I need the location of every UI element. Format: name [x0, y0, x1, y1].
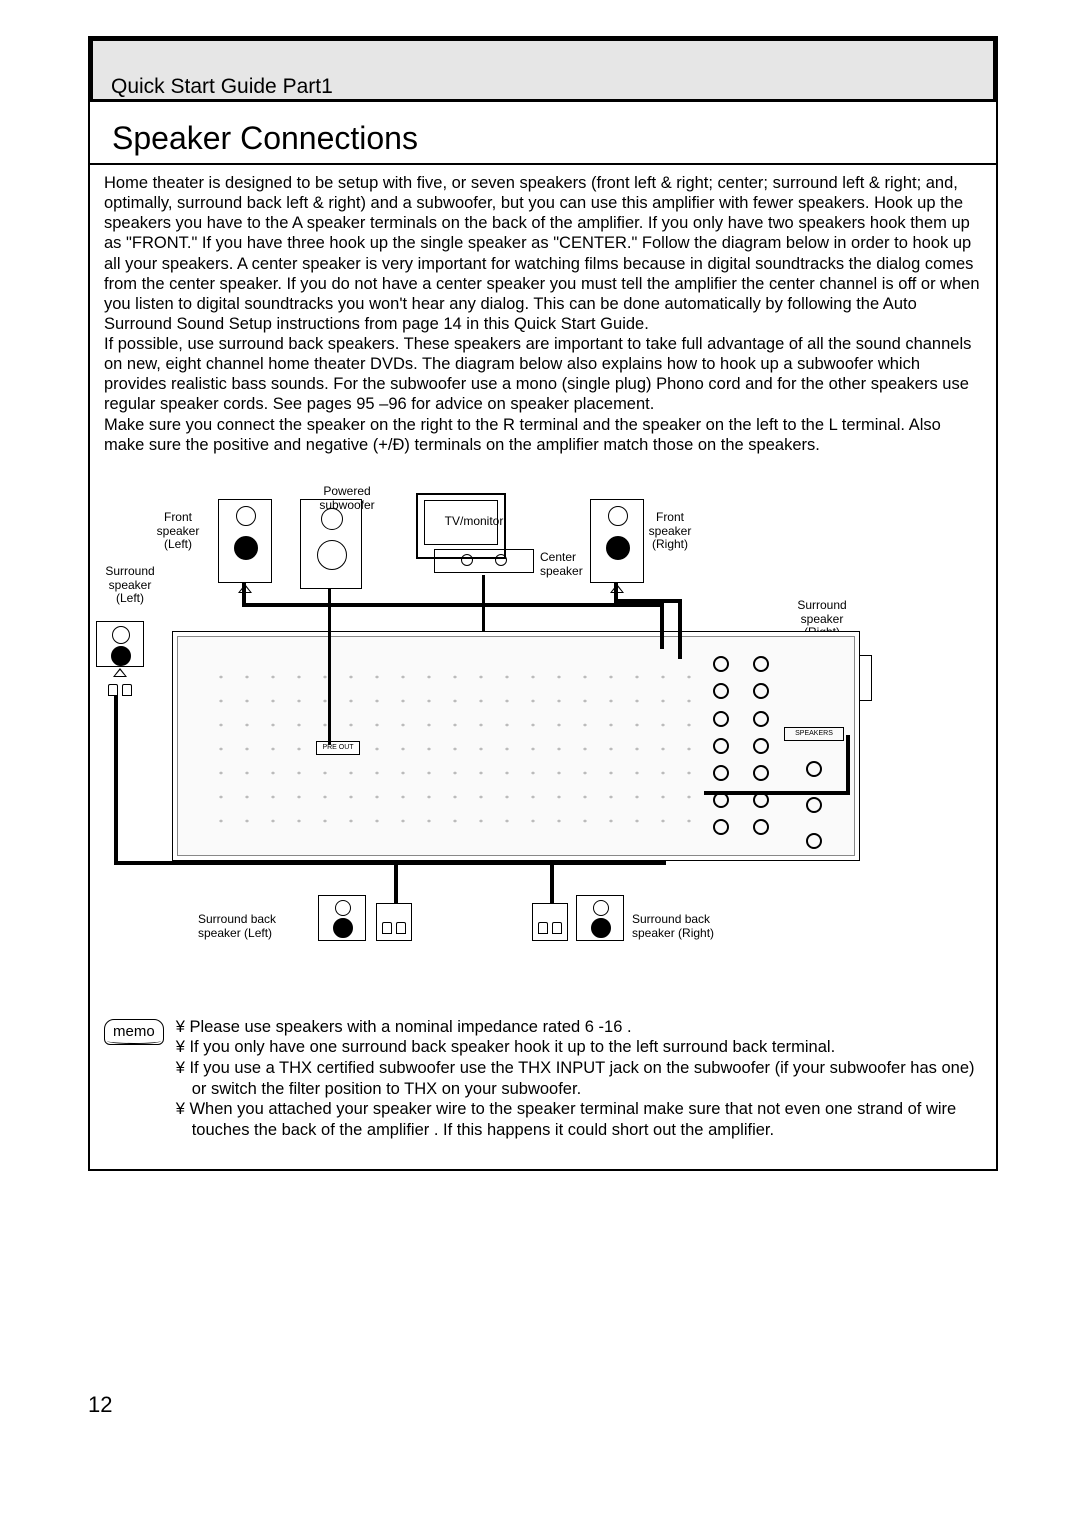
- wire: [660, 603, 664, 649]
- sb-right-icon: [576, 895, 624, 941]
- memo-item: Please use speakers with a nominal imped…: [176, 1017, 982, 1038]
- front-right-speaker-icon: [590, 499, 644, 583]
- sb-left-terminal-icon: [376, 903, 412, 941]
- label-front-left: Frontspeaker(Left): [148, 511, 208, 552]
- speakers-b-label: SPEAKERS: [784, 727, 844, 741]
- guide-header: Quick Start Guide Part1: [90, 38, 996, 102]
- wire: [614, 599, 678, 603]
- wire: [114, 861, 666, 865]
- page-number: 12: [88, 1392, 112, 1418]
- wire: [482, 575, 485, 631]
- wire: [550, 861, 554, 903]
- paragraph-2: If possible, use surround back speakers.…: [104, 334, 982, 415]
- label-center: Centerspeaker: [540, 551, 596, 579]
- speaker-terminals-b: SPEAKERS: [784, 727, 844, 849]
- wire: [846, 735, 850, 795]
- amplifier-back-panel: SPEAKERS: [172, 631, 860, 861]
- connection-diagram: Poweredsubwoofer Frontspeaker(Left) Fron…: [104, 485, 982, 985]
- label-sb-left: Surround backspeaker (Left): [198, 913, 294, 941]
- guide-header-text: Quick Start Guide Part1: [93, 41, 993, 99]
- label-sb-right: Surround backspeaker (Right): [632, 913, 732, 941]
- center-speaker-icon: [434, 549, 534, 573]
- memo-item: When you attached your speaker wire to t…: [176, 1099, 982, 1140]
- sb-left-icon: [318, 895, 366, 941]
- wire: [242, 603, 664, 607]
- memo-item: If you use a THX certified subwoofer use…: [176, 1058, 982, 1099]
- pre-out-label: PRE OUT: [316, 741, 360, 755]
- sb-right-terminal-icon: [532, 903, 568, 941]
- subwoofer-icon: [300, 499, 362, 589]
- memo-list: Please use speakers with a nominal imped…: [176, 1017, 982, 1141]
- wire: [114, 695, 118, 865]
- memo-item: If you only have one surround back speak…: [176, 1037, 982, 1058]
- paragraph-3: Make sure you connect the speaker on the…: [104, 415, 982, 455]
- surround-left-icon: [96, 621, 144, 667]
- page-frame: Quick Start Guide Part1 Speaker Connecti…: [88, 36, 998, 1171]
- front-left-speaker-icon: [218, 499, 272, 583]
- wire: [678, 599, 682, 659]
- memo-section: memo Please use speakers with a nominal …: [90, 995, 996, 1169]
- paragraph-1: Home theater is designed to be setup wit…: [104, 173, 982, 334]
- body-copy: Home theater is designed to be setup wit…: [90, 173, 996, 455]
- wire: [704, 791, 850, 795]
- label-surround-left: Surroundspeaker(Left): [98, 565, 162, 606]
- wire: [394, 861, 398, 903]
- wire: [328, 589, 331, 745]
- label-front-right: Frontspeaker(Right): [640, 511, 700, 552]
- section-title: Speaker Connections: [90, 102, 996, 165]
- speaker-terminals-a: [712, 651, 770, 841]
- wire: [242, 583, 246, 603]
- memo-badge: memo: [104, 1019, 164, 1045]
